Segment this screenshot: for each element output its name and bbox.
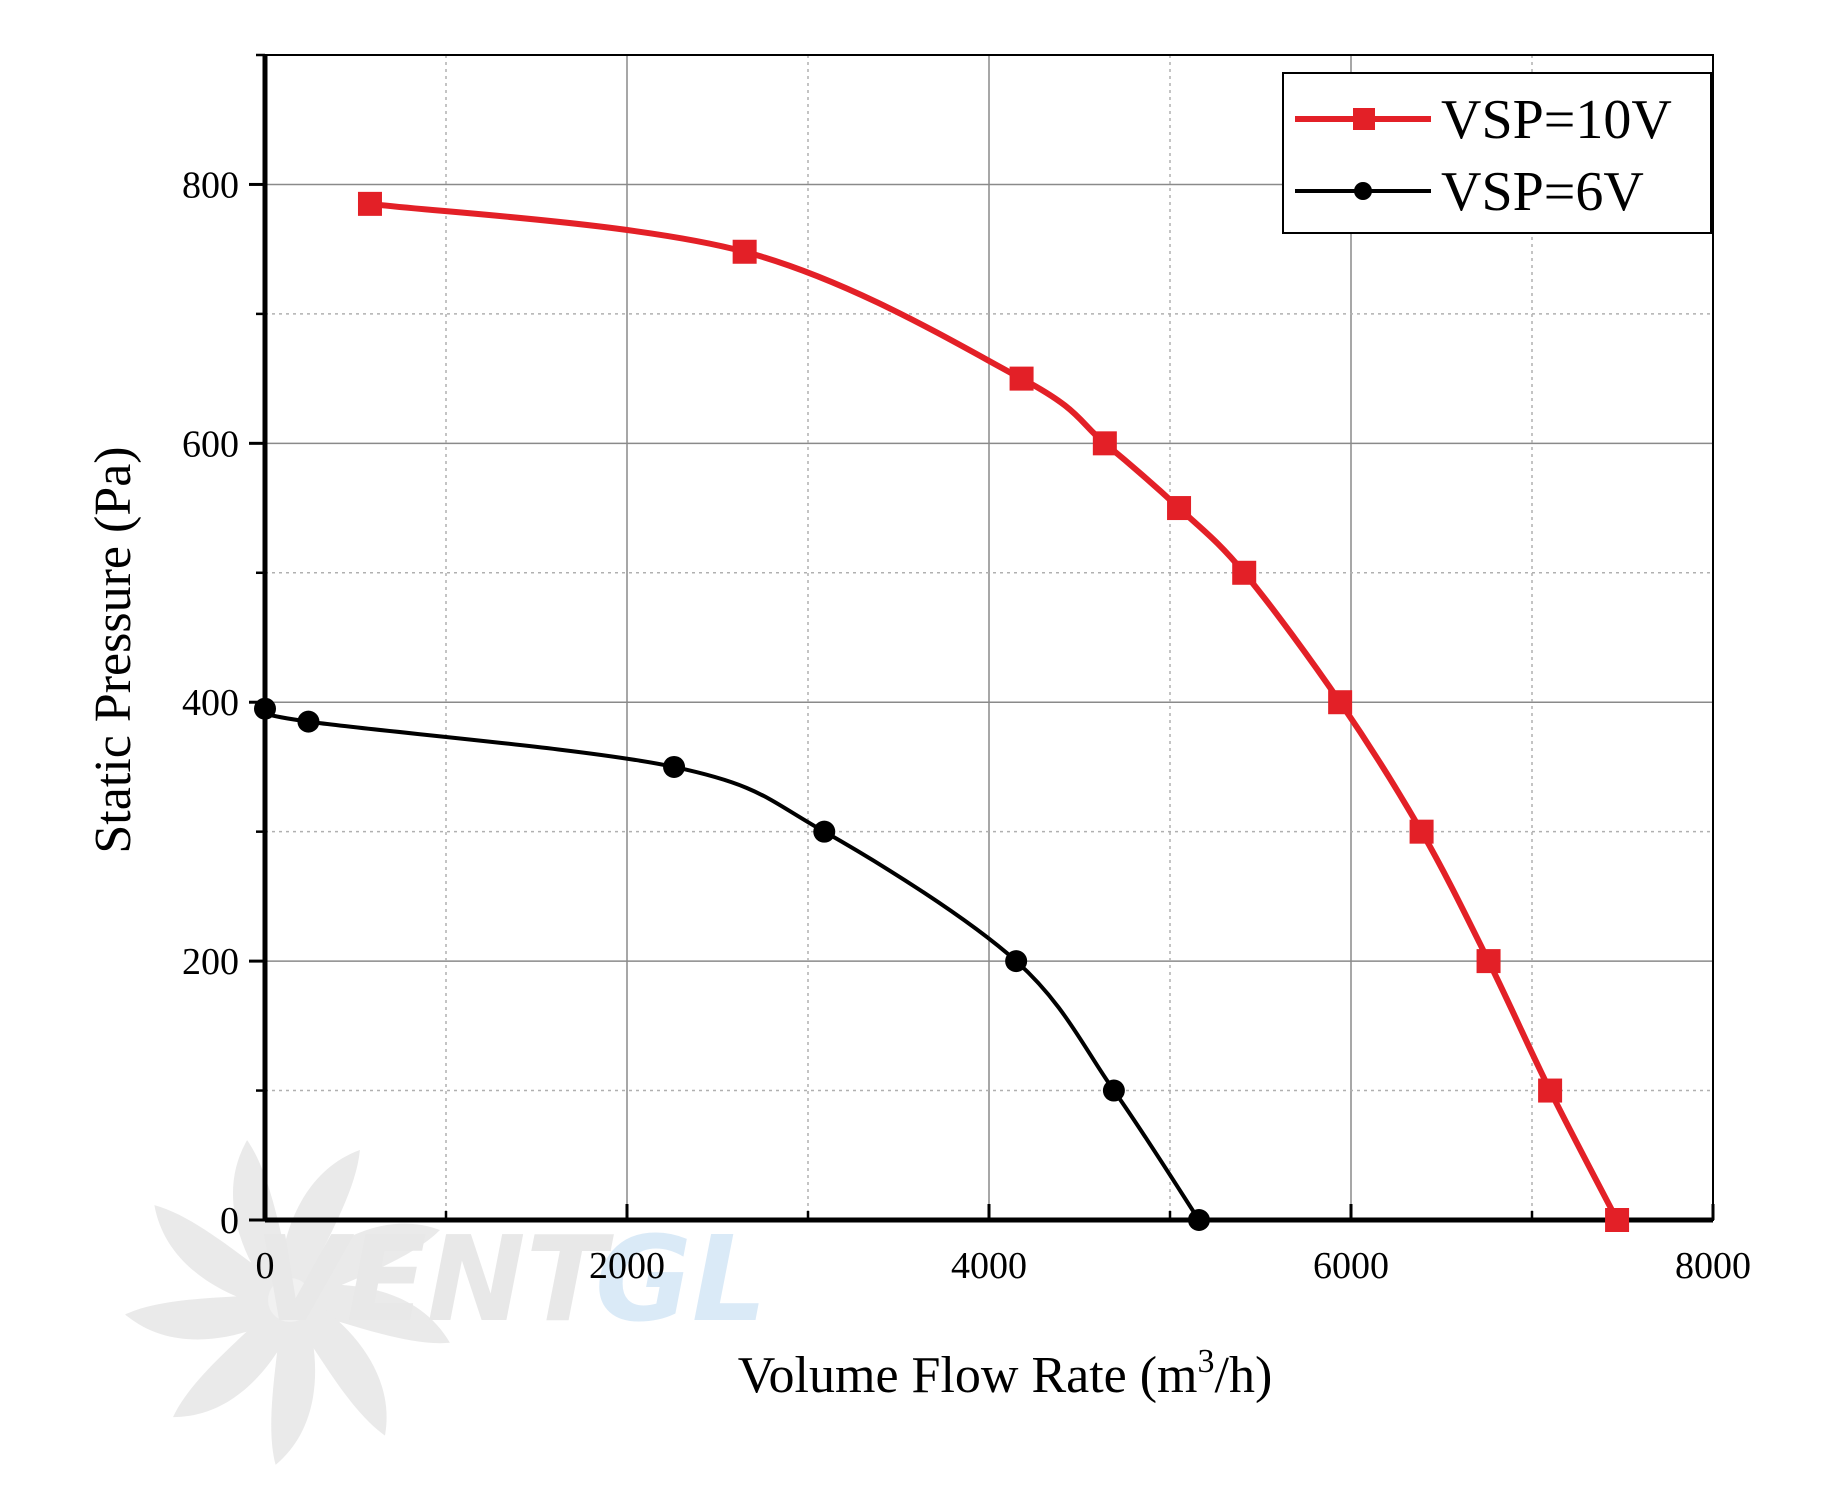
x-tick-label: 8000: [1675, 1245, 1751, 1287]
fan-blade: [172, 1306, 297, 1418]
watermark-logo: VENT GL: [125, 1140, 767, 1465]
series-1: [254, 697, 1210, 1231]
y-tick-label: 200: [182, 941, 239, 983]
data-point: [1009, 366, 1034, 391]
series-line: [369, 200, 1620, 1222]
axis-ticks: 0 2000 4000 6000 8000 0 200 400 600 800: [182, 53, 1751, 1287]
x-tick-label: 2000: [589, 1245, 665, 1287]
fan-blade: [290, 1223, 440, 1300]
fan-blade: [125, 1293, 284, 1340]
fan-blade: [154, 1205, 281, 1309]
watermark-text-main: VENT: [255, 1210, 615, 1348]
x-tick-label: 0: [256, 1245, 275, 1287]
y-axis-title: Static Pressure (Pa): [85, 446, 142, 853]
data-point: [663, 755, 686, 778]
data-point: [1005, 950, 1028, 973]
x-tick-label: 6000: [1313, 1245, 1389, 1287]
y-tick-label: 800: [182, 164, 239, 206]
data-point: [1476, 949, 1501, 974]
data-point: [1187, 1209, 1210, 1231]
data-point: [1538, 1078, 1563, 1103]
data-point: [1232, 560, 1257, 585]
data-point: [1092, 431, 1117, 456]
data-point: [254, 697, 276, 720]
legend-marker: [1354, 182, 1372, 200]
data-point: [1409, 819, 1434, 844]
fan-blade: [271, 1309, 316, 1465]
legend-label: VSP=10V: [1441, 89, 1672, 151]
legend-marker: [1353, 108, 1375, 130]
data-point: [297, 710, 320, 733]
watermark-text-accent: GL: [595, 1210, 767, 1348]
y-tick-label: 0: [220, 1200, 239, 1242]
data-point: [1167, 496, 1192, 521]
data-point: [813, 820, 836, 843]
data-point: [1328, 690, 1353, 715]
data-point: [357, 191, 382, 216]
x-tick-label: 4000: [951, 1245, 1027, 1287]
series-layer: [254, 191, 1630, 1232]
legend-label: VSP=6V: [1441, 161, 1644, 223]
fan-blade: [301, 1284, 450, 1344]
fan-hub: [268, 1278, 312, 1322]
x-axis-title: Volume Flow Rate (m3/h): [738, 1343, 1273, 1404]
series-0: [357, 191, 1630, 1232]
series-line: [261, 706, 1201, 1222]
legend-box: [1282, 72, 1712, 234]
data-point: [1102, 1079, 1125, 1102]
y-tick-label: 400: [182, 682, 239, 724]
data-point: [732, 239, 757, 264]
data-point: [1605, 1208, 1630, 1232]
legend: VSP=10V VSP=6V: [1282, 72, 1712, 234]
y-tick-label: 600: [182, 423, 239, 465]
fan-blade: [293, 1296, 387, 1436]
